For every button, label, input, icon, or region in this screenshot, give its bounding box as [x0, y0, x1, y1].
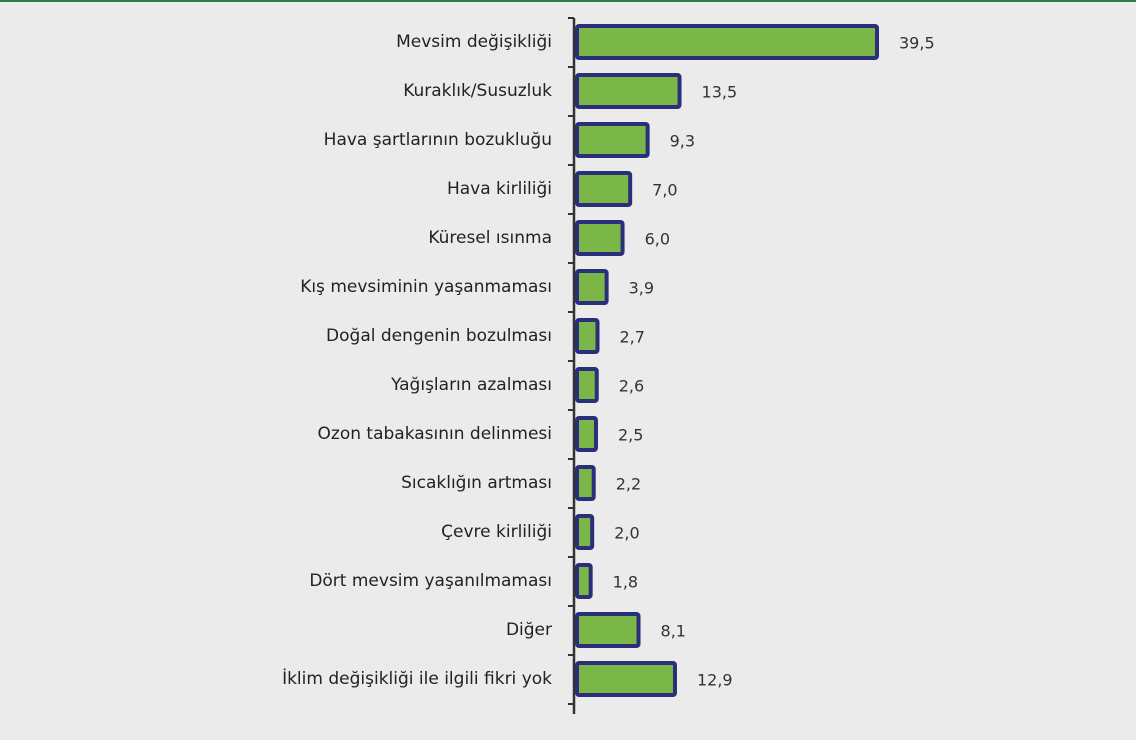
category-label: Hava kirliliği: [447, 179, 552, 199]
value-label: 12,9: [697, 671, 733, 690]
bar: [575, 73, 682, 109]
bar: [575, 171, 633, 207]
category-label: Diğer: [506, 620, 552, 640]
bar: [575, 269, 609, 305]
value-label: 7,0: [652, 181, 677, 200]
value-label: 2,5: [618, 426, 643, 445]
value-label: 2,2: [616, 475, 641, 494]
bar: [575, 367, 599, 403]
value-label: 3,9: [629, 279, 654, 298]
bar: [575, 24, 879, 60]
bar: [575, 318, 600, 354]
value-label: 2,7: [620, 328, 645, 347]
category-label: Dört mevsim yaşanılmaması: [309, 571, 552, 591]
category-label: Doğal dengenin bozulması: [326, 326, 552, 346]
category-label: Kış mevsiminin yaşanmaması: [300, 277, 552, 297]
category-label: Sıcaklığın artması: [401, 473, 552, 493]
value-label: 39,5: [899, 34, 935, 53]
category-label: Hava şartlarının bozukluğu: [324, 130, 552, 150]
value-label: 9,3: [670, 132, 695, 151]
bar: [575, 661, 677, 697]
value-label: 6,0: [645, 230, 670, 249]
category-label: İklim değişikliği ile ilgili fikri yok: [282, 668, 552, 689]
bar: [575, 612, 641, 648]
category-label: Küresel ısınma: [428, 228, 552, 248]
value-label: 1,8: [613, 573, 638, 592]
category-label: Çevre kirliliği: [441, 522, 552, 542]
value-label: 2,0: [614, 524, 639, 543]
category-label: Yağışların azalması: [390, 375, 552, 395]
value-label: 2,6: [619, 377, 644, 396]
bar: [575, 465, 596, 501]
category-label: Kuraklık/Susuzluk: [403, 81, 552, 101]
bar: [575, 220, 625, 256]
value-label: 8,1: [661, 622, 686, 641]
bar: [575, 416, 598, 452]
bar: [575, 122, 650, 158]
bar: [575, 514, 595, 550]
category-label: Mevsim değişikliği: [396, 32, 552, 52]
value-label: 13,5: [702, 83, 738, 102]
bar: [575, 563, 593, 599]
category-label: Ozon tabakasının delinmesi: [318, 424, 552, 444]
